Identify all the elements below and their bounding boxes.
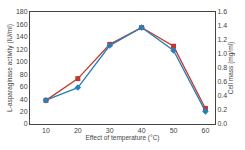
- svg-text:20: 20: [20, 108, 28, 115]
- svg-text:80: 80: [20, 71, 28, 78]
- svg-text:1.6: 1.6: [217, 8, 227, 15]
- svg-text:160: 160: [16, 21, 28, 28]
- svg-text:60: 60: [202, 127, 210, 134]
- svg-text:0.2: 0.2: [217, 106, 227, 113]
- svg-text:0.6: 0.6: [217, 78, 227, 85]
- svg-text:Cell mass (mg/ml): Cell mass (mg/ml): [227, 42, 235, 94]
- svg-text:40: 40: [20, 96, 28, 103]
- svg-text:40: 40: [138, 127, 146, 134]
- svg-text:100: 100: [16, 58, 28, 65]
- svg-text:L-asparaginase activity (IU/ml: L-asparaginase activity (IU/ml): [6, 24, 14, 112]
- svg-text:10: 10: [42, 127, 50, 134]
- svg-text:120: 120: [16, 46, 28, 53]
- svg-text:1.2: 1.2: [217, 36, 227, 43]
- svg-text:140: 140: [16, 33, 28, 40]
- svg-text:1.0: 1.0: [217, 50, 227, 57]
- svg-text:0.4: 0.4: [217, 92, 227, 99]
- svg-text:180: 180: [16, 8, 28, 15]
- svg-text:0.0: 0.0: [217, 120, 227, 127]
- svg-text:60: 60: [20, 83, 28, 90]
- svg-text:20: 20: [74, 127, 82, 134]
- svg-text:0.8: 0.8: [217, 64, 227, 71]
- svg-text:50: 50: [170, 127, 178, 134]
- svg-text:30: 30: [106, 127, 114, 134]
- svg-text:Effect of temperature (°C): Effect of temperature (°C): [85, 134, 159, 142]
- svg-text:1.4: 1.4: [217, 22, 227, 29]
- svg-text:0: 0: [24, 120, 28, 127]
